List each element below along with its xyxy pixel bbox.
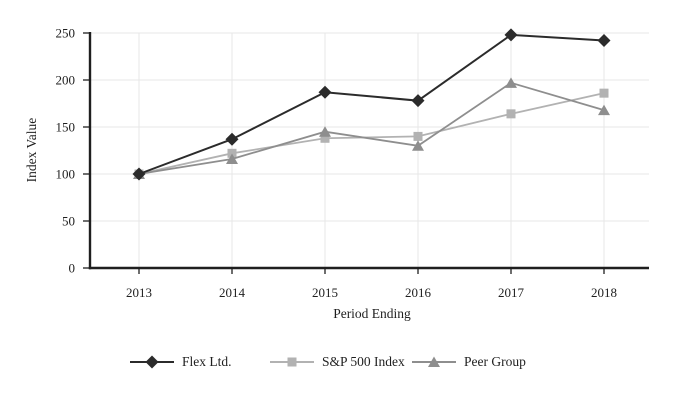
series-line-flex-ltd — [138, 33, 605, 175]
point-flex-ltd-2015 — [318, 85, 332, 99]
legend-marker-square-icon — [270, 357, 314, 367]
legend-marker-shape — [287, 357, 297, 367]
series-line-peer-group — [138, 81, 605, 175]
x-axis-title: Period Ending — [333, 306, 411, 321]
point-s-p-500-index-2016 — [413, 131, 423, 141]
legend-label: Peer Group — [464, 354, 526, 369]
point-peer-group-2018 — [598, 104, 610, 116]
y-tick-label-50: 50 — [62, 214, 75, 229]
series-s-p-500-index — [134, 88, 609, 179]
point-flex-ltd-2016 — [411, 94, 425, 108]
x-tick-label-2015: 2015 — [312, 285, 338, 300]
point-peer-group-2017 — [505, 77, 517, 88]
y-tick-label-250: 250 — [56, 26, 76, 41]
point-s-p-500-index-2018 — [599, 88, 609, 98]
point-peer-group-2016 — [412, 140, 424, 151]
x-tick-label-2017: 2017 — [498, 285, 525, 300]
point-flex-ltd-2018 — [597, 34, 611, 48]
legend-item-peer-group: Peer Group — [412, 353, 526, 371]
legend-item-s-p-500-index: S&P 500 Index — [270, 353, 405, 371]
x-tick-label-2014: 2014 — [219, 285, 246, 300]
y-tick-label-100: 100 — [56, 167, 76, 182]
x-tick-label-2016: 2016 — [405, 285, 432, 300]
point-flex-ltd-2013 — [132, 167, 146, 181]
point-peer-group-2014 — [226, 153, 238, 164]
legend-marker-shape — [145, 355, 159, 369]
y-tick-label-0: 0 — [69, 261, 76, 276]
legend-marker-triangle-icon — [412, 356, 456, 367]
legend-label: Flex Ltd. — [182, 354, 232, 369]
point-s-p-500-index-2017 — [506, 109, 516, 119]
series-flex-ltd — [132, 28, 611, 181]
point-s-p-500-index-2014 — [227, 148, 237, 158]
point-flex-ltd-2014 — [225, 132, 239, 146]
x-tick-label-2013: 2013 — [126, 285, 152, 300]
y-tick-label-150: 150 — [56, 120, 76, 135]
legend-marker-shape — [428, 356, 440, 367]
series-line-s-p-500-index — [138, 92, 605, 175]
x-tick-label-2018: 2018 — [591, 285, 617, 300]
legend-marker-diamond-icon — [130, 355, 174, 369]
point-s-p-500-index-2015 — [320, 133, 330, 143]
series-peer-group — [133, 77, 610, 179]
legend-label: S&P 500 Index — [322, 354, 405, 369]
y-axis-title: Index Value — [24, 118, 39, 183]
point-flex-ltd-2017 — [504, 28, 518, 42]
legend-item-flex-ltd: Flex Ltd. — [130, 353, 232, 371]
point-peer-group-2015 — [319, 126, 331, 137]
y-tick-label-200: 200 — [56, 73, 76, 88]
